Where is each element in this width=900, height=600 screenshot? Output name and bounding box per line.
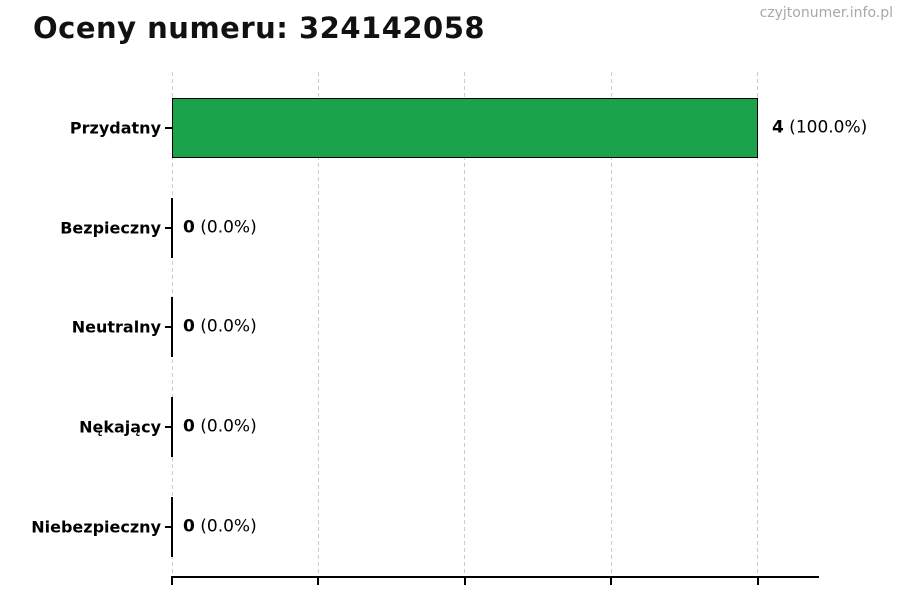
value-number: 0 <box>183 416 195 437</box>
value-number: 0 <box>183 516 195 537</box>
zero-width-bar <box>171 497 173 557</box>
value-percentage: (0.0%) <box>194 416 257 437</box>
x-axis-tick <box>317 578 320 585</box>
x-axis-tick <box>463 578 466 585</box>
zero-width-bar <box>171 198 173 258</box>
bar <box>172 98 758 158</box>
watermark: czyjtonumer.info.pl <box>759 5 893 21</box>
y-axis-tick <box>165 326 172 328</box>
y-axis-tick <box>165 127 172 129</box>
value-label: 0 (0.0%) <box>183 218 257 238</box>
y-axis-tick <box>165 426 172 428</box>
value-number: 4 <box>771 117 784 138</box>
value-label: 4 (100.0%) <box>772 118 867 138</box>
value-percentage: (0.0%) <box>194 316 257 337</box>
y-axis-tick <box>165 526 172 528</box>
value-number: 0 <box>183 217 195 238</box>
gridline <box>610 72 612 577</box>
value-percentage: (0.0%) <box>194 217 257 238</box>
zero-width-bar <box>171 397 173 457</box>
chart-title: Oceny numeru: 324142058 <box>33 11 486 45</box>
gridline <box>317 72 319 577</box>
value-percentage: (100.0%) <box>783 117 868 138</box>
gridline <box>757 72 759 577</box>
value-percentage: (0.0%) <box>194 516 257 537</box>
value-number: 0 <box>183 316 195 337</box>
x-axis-tick <box>610 578 613 585</box>
value-label: 0 (0.0%) <box>183 417 257 437</box>
gridline <box>464 72 466 577</box>
category-label: Niebezpieczny <box>31 517 161 537</box>
category-label: Nękający <box>79 417 161 437</box>
category-label: Neutralny <box>71 317 161 337</box>
x-axis-tick <box>171 578 173 585</box>
value-label: 0 (0.0%) <box>183 517 257 537</box>
category-label: Bezpieczny <box>60 218 161 238</box>
y-axis-tick <box>165 227 172 229</box>
zero-width-bar <box>171 297 173 357</box>
value-label: 0 (0.0%) <box>183 317 257 337</box>
x-axis-line <box>171 576 819 578</box>
category-label: Przydatny <box>69 118 161 138</box>
x-axis-tick <box>756 578 759 585</box>
